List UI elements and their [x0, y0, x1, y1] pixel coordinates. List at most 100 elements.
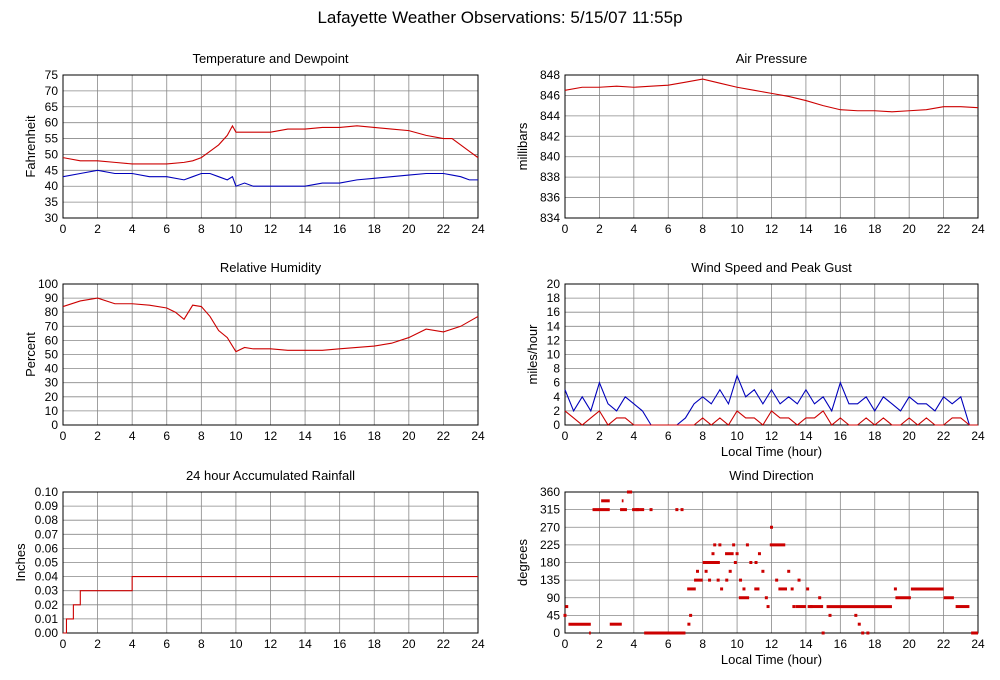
pressure-series-red-line: [564, 78, 979, 113]
pressure-ylabel: millibars: [515, 122, 530, 170]
wind-xtick-label: 0: [562, 429, 569, 443]
pressure-xtick-label: 14: [799, 222, 813, 236]
direction-point: [797, 578, 801, 582]
direction-point: [742, 587, 746, 591]
page-title: Lafayette Weather Observations: 5/15/07 …: [317, 8, 683, 27]
wind-ytick-label: 18: [547, 291, 561, 305]
direction-point: [893, 587, 897, 591]
direction-point: [635, 508, 639, 512]
direction-xtick-label: 24: [971, 637, 985, 651]
direction-point: [687, 622, 691, 626]
direction-point: [821, 631, 825, 635]
direction-point: [675, 508, 679, 512]
wind-title: Wind Speed and Peak Gust: [691, 260, 852, 275]
temp-series-red-line: [62, 124, 479, 165]
direction-point: [680, 508, 684, 512]
direction-point: [749, 561, 753, 564]
pressure-xtick-label: 0: [562, 222, 569, 236]
wind-xtick-label: 4: [630, 429, 637, 443]
wind-ytick-label: 12: [547, 333, 561, 347]
humidity-ytick-label: 0: [51, 418, 58, 432]
pressure-xtick-label: 6: [665, 222, 672, 236]
pressure-xtick-label: 2: [596, 222, 603, 236]
direction-xtick-label: 8: [699, 637, 706, 651]
humidity-ylabel: Percent: [23, 332, 38, 377]
humidity-ytick-label: 20: [45, 390, 59, 404]
direction-point: [708, 578, 712, 582]
pressure-xtick-label: 4: [630, 222, 637, 236]
humidity-xtick-label: 6: [163, 429, 170, 443]
temp-xtick-label: 16: [333, 222, 347, 236]
direction-point: [745, 543, 749, 547]
direction-point: [728, 569, 732, 573]
rain-ylabel: Inches: [13, 543, 28, 582]
direction-point: [713, 543, 717, 547]
direction-xtick-label: 14: [799, 637, 813, 651]
direction-point: [739, 578, 743, 582]
pressure-ytick-label: 848: [540, 68, 560, 82]
temp-title: Temperature and Dewpoint: [192, 51, 348, 66]
wind-xtick-label: 16: [834, 429, 848, 443]
humidity-xtick-label: 22: [437, 429, 451, 443]
direction-point: [696, 569, 700, 573]
temp-xtick-label: 24: [471, 222, 485, 236]
rain-ytick-label: 0.03: [35, 584, 59, 598]
direction-point: [828, 613, 832, 617]
pressure-xtick-label: 16: [834, 222, 848, 236]
humidity-xtick-label: 4: [129, 429, 136, 443]
direction-point: [725, 578, 729, 582]
rain-xtick-label: 18: [368, 637, 382, 651]
direction-point: [775, 578, 779, 582]
pressure-ytick-label: 834: [540, 211, 560, 225]
temp-xtick-label: 18: [368, 222, 382, 236]
rain-ytick-label: 0.07: [35, 527, 59, 541]
humidity-ytick-label: 30: [45, 376, 59, 390]
wind-xtick-label: 12: [765, 429, 779, 443]
pressure-ytick-label: 846: [540, 88, 560, 102]
rain-ytick-label: 0.05: [35, 556, 59, 570]
wind-ytick-label: 20: [547, 277, 561, 291]
direction-ytick-label: 315: [540, 503, 560, 517]
rain-xtick-label: 14: [298, 637, 312, 651]
temp-ytick-label: 75: [45, 68, 59, 82]
rain-xtick-label: 16: [333, 637, 347, 651]
temp-series-blue-line: [62, 169, 478, 187]
direction-xtick-label: 22: [937, 637, 951, 651]
humidity-series-red-line: [62, 297, 479, 353]
direction-xtick-label: 16: [834, 637, 848, 651]
direction-ytick-label: 90: [547, 591, 561, 605]
humidity-ytick-label: 50: [45, 348, 59, 362]
rain-ytick-label: 0.01: [35, 612, 59, 626]
pressure-xtick-label: 8: [699, 222, 706, 236]
direction-point: [806, 587, 810, 591]
temp-xtick-label: 8: [198, 222, 205, 236]
direction-point: [733, 561, 737, 564]
rain-xtick-label: 6: [163, 637, 170, 651]
humidity-xtick-label: 14: [298, 429, 312, 443]
direction-point: [857, 622, 861, 626]
wind-xtick-label: 18: [868, 429, 882, 443]
rain-ytick-label: 0.00: [35, 626, 59, 640]
direction-point: [861, 631, 865, 635]
wind-xtick-label: 22: [937, 429, 951, 443]
pressure-xtick-label: 24: [971, 222, 985, 236]
temp-ytick-label: 55: [45, 132, 59, 146]
direction-point: [689, 613, 693, 617]
rain-xtick-label: 8: [198, 637, 205, 651]
pressure-xtick-label: 22: [937, 222, 951, 236]
direction-xtick-label: 2: [596, 637, 603, 651]
direction-ytick-label: 45: [547, 608, 561, 622]
temp-xtick-label: 14: [298, 222, 312, 236]
wind-ytick-label: 16: [547, 305, 561, 319]
direction-ytick-label: 0: [553, 626, 560, 640]
temp-frame: [62, 74, 479, 219]
direction-point: [818, 596, 822, 600]
wind-series-blue-line: [564, 374, 978, 426]
direction-point: [565, 605, 569, 609]
wind-ytick-label: 4: [553, 390, 560, 404]
pressure-ytick-label: 838: [540, 170, 560, 184]
direction-point: [766, 605, 770, 609]
humidity-ytick-label: 10: [45, 404, 59, 418]
direction-xtick-label: 0: [562, 637, 569, 651]
